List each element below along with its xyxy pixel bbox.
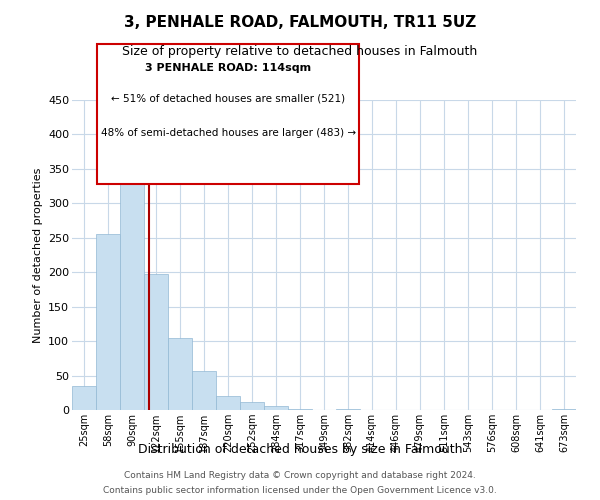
Text: Contains HM Land Registry data © Crown copyright and database right 2024.: Contains HM Land Registry data © Crown c…: [124, 471, 476, 480]
Text: Contains public sector information licensed under the Open Government Licence v3: Contains public sector information licen…: [103, 486, 497, 495]
Text: 48% of semi-detached houses are larger (483) →: 48% of semi-detached houses are larger (…: [101, 128, 356, 138]
Bar: [264, 406, 288, 410]
Text: Size of property relative to detached houses in Falmouth: Size of property relative to detached ho…: [122, 45, 478, 58]
Bar: [192, 370, 216, 410]
Bar: [72, 386, 96, 410]
FancyBboxPatch shape: [97, 44, 359, 184]
Text: ← 51% of detached houses are smaller (521): ← 51% of detached houses are smaller (52…: [111, 94, 346, 104]
Text: 3 PENHALE ROAD: 114sqm: 3 PENHALE ROAD: 114sqm: [145, 63, 311, 73]
Text: Distribution of detached houses by size in Falmouth: Distribution of detached houses by size …: [138, 442, 462, 456]
Bar: [96, 234, 120, 410]
Y-axis label: Number of detached properties: Number of detached properties: [32, 168, 43, 342]
Bar: [120, 179, 144, 410]
Bar: [168, 338, 192, 410]
Bar: [552, 408, 576, 410]
Bar: [240, 402, 264, 410]
Text: 3, PENHALE ROAD, FALMOUTH, TR11 5UZ: 3, PENHALE ROAD, FALMOUTH, TR11 5UZ: [124, 15, 476, 30]
Bar: [144, 274, 168, 410]
Bar: [216, 396, 240, 410]
